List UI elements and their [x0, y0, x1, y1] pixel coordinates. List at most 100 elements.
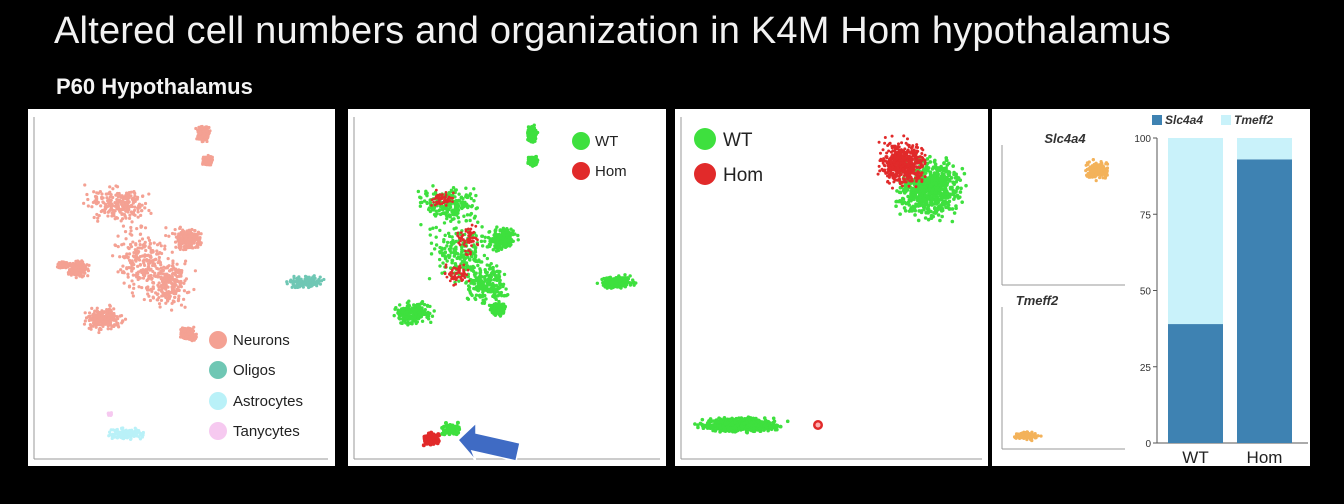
- neuron-cell-point: [179, 245, 183, 250]
- wt-cell-point: [445, 259, 449, 263]
- wt-cell-point: [425, 303, 430, 308]
- neuron-cell-point: [143, 273, 147, 277]
- neuron-cell-point: [163, 244, 167, 248]
- legend-label-tanycytes: Tanycytes: [233, 423, 300, 440]
- neuron-cell-point: [169, 267, 174, 272]
- wt-cell-point: [516, 238, 520, 242]
- wt-cell-point: [457, 198, 462, 203]
- wt-cell-point: [460, 206, 464, 211]
- oligo-cell-point: [303, 281, 307, 286]
- hom-cell-point: [462, 269, 466, 273]
- legend-dot-oligos: [209, 361, 227, 379]
- wt-cell-point: [407, 299, 411, 303]
- wt-cell-point: [928, 154, 932, 159]
- neuron-cell-point: [90, 205, 94, 209]
- hom-cell-point: [462, 243, 466, 246]
- wt-cell-point: [516, 233, 520, 238]
- neuron-cell-point: [127, 285, 132, 289]
- neuron-cell-point: [184, 277, 188, 281]
- wt-cell-point: [531, 159, 536, 163]
- wt-cell-point: [484, 297, 488, 301]
- neuron-cell-point: [87, 263, 91, 267]
- wt-cell-point: [406, 320, 410, 325]
- wt-cell-point: [499, 240, 503, 244]
- neuron-cell-point: [164, 301, 168, 305]
- hom-cell-point: [432, 200, 435, 204]
- neuron-cell-point: [202, 159, 206, 164]
- neuron-cell-point: [100, 208, 105, 213]
- hom-cell-point: [476, 238, 479, 242]
- neuron-cell-point: [140, 270, 144, 274]
- neuron-cell-point: [141, 194, 145, 198]
- wt-cell-point: [448, 424, 453, 429]
- wt-cell-point: [475, 259, 480, 264]
- hom-cell-point: [456, 231, 460, 235]
- wt-cell-point: [959, 186, 963, 191]
- neuron-cell-point: [159, 244, 163, 248]
- umap-cell-types-plot: Neurons Oligos Astrocytes Tanycytes: [33, 117, 328, 460]
- wt-cell-point: [429, 241, 434, 245]
- wt-cell-point: [450, 243, 454, 247]
- wt-cell-point: [425, 315, 429, 319]
- neuron-cell-point: [118, 314, 122, 318]
- neuron-cell-point: [105, 308, 109, 312]
- wt-cell-point: [457, 204, 461, 208]
- wt-cell-point: [468, 213, 472, 217]
- wt-cell-point: [472, 257, 476, 262]
- neuron-cell-point: [188, 237, 192, 241]
- neuron-cell-point: [181, 336, 185, 340]
- neuron-cell-point: [137, 258, 142, 262]
- neuron-cell-point: [123, 204, 128, 208]
- hom-cell-point: [467, 279, 471, 283]
- cell-type-clusters: [55, 124, 326, 442]
- neuron-cell-point: [181, 333, 185, 337]
- wt-cell-point: [415, 307, 419, 312]
- neuron-cell-point: [146, 265, 150, 269]
- neuron-cell-point: [173, 277, 177, 282]
- neuron-cell-point: [195, 232, 199, 236]
- wt-cell-point: [397, 312, 401, 316]
- wt-cell-point: [503, 245, 508, 250]
- neuron-cell-point: [116, 234, 120, 238]
- neuron-cell-point: [108, 195, 112, 199]
- wt-cell-point: [481, 298, 485, 302]
- neuron-cell-point: [177, 288, 181, 292]
- wt-cell-point: [474, 234, 478, 238]
- neuron-cell-point: [126, 275, 130, 279]
- legend-dot-tanycytes: [209, 422, 227, 440]
- neuron-cell-point: [129, 225, 133, 230]
- neuron-cell-point: [166, 285, 170, 289]
- hom-cell-point: [451, 191, 455, 195]
- neuron-cell-point: [170, 250, 174, 254]
- hom-cell-point: [471, 239, 475, 243]
- wt-cell-point: [964, 183, 968, 188]
- neuron-cell-point: [141, 276, 146, 280]
- wt-cell-point: [399, 307, 404, 311]
- neuron-cell-point: [107, 321, 111, 325]
- neuron-cell-point: [165, 266, 169, 270]
- wt-cell-point: [460, 245, 464, 249]
- neuron-cell-point: [147, 192, 151, 196]
- wt-cell-point: [494, 274, 498, 278]
- wt-cell-point: [450, 428, 455, 433]
- wt-cell-point: [483, 239, 487, 243]
- neuron-cell-point: [138, 255, 142, 259]
- wt-cell-point: [485, 256, 490, 261]
- hom-cell-point: [453, 275, 456, 279]
- wt-cell-point: [441, 261, 445, 265]
- neuron-cell-point: [85, 192, 89, 197]
- neuron-cell-point: [132, 255, 136, 259]
- hom-cell-point: [475, 242, 479, 246]
- wt-cell-point: [483, 288, 487, 292]
- wt-cell-point: [528, 131, 532, 135]
- neuron-cell-point: [99, 311, 103, 315]
- neuron-cell-point: [93, 320, 97, 324]
- wt-cell-point: [482, 253, 487, 258]
- neuron-cell-point: [90, 306, 94, 310]
- neuron-cell-point: [100, 195, 104, 199]
- wt-cell-point: [488, 239, 492, 244]
- wt-cell-point: [440, 431, 445, 436]
- neuron-cell-point: [160, 283, 164, 287]
- wt-cell-point: [434, 225, 438, 230]
- wt-cell-point: [446, 231, 451, 236]
